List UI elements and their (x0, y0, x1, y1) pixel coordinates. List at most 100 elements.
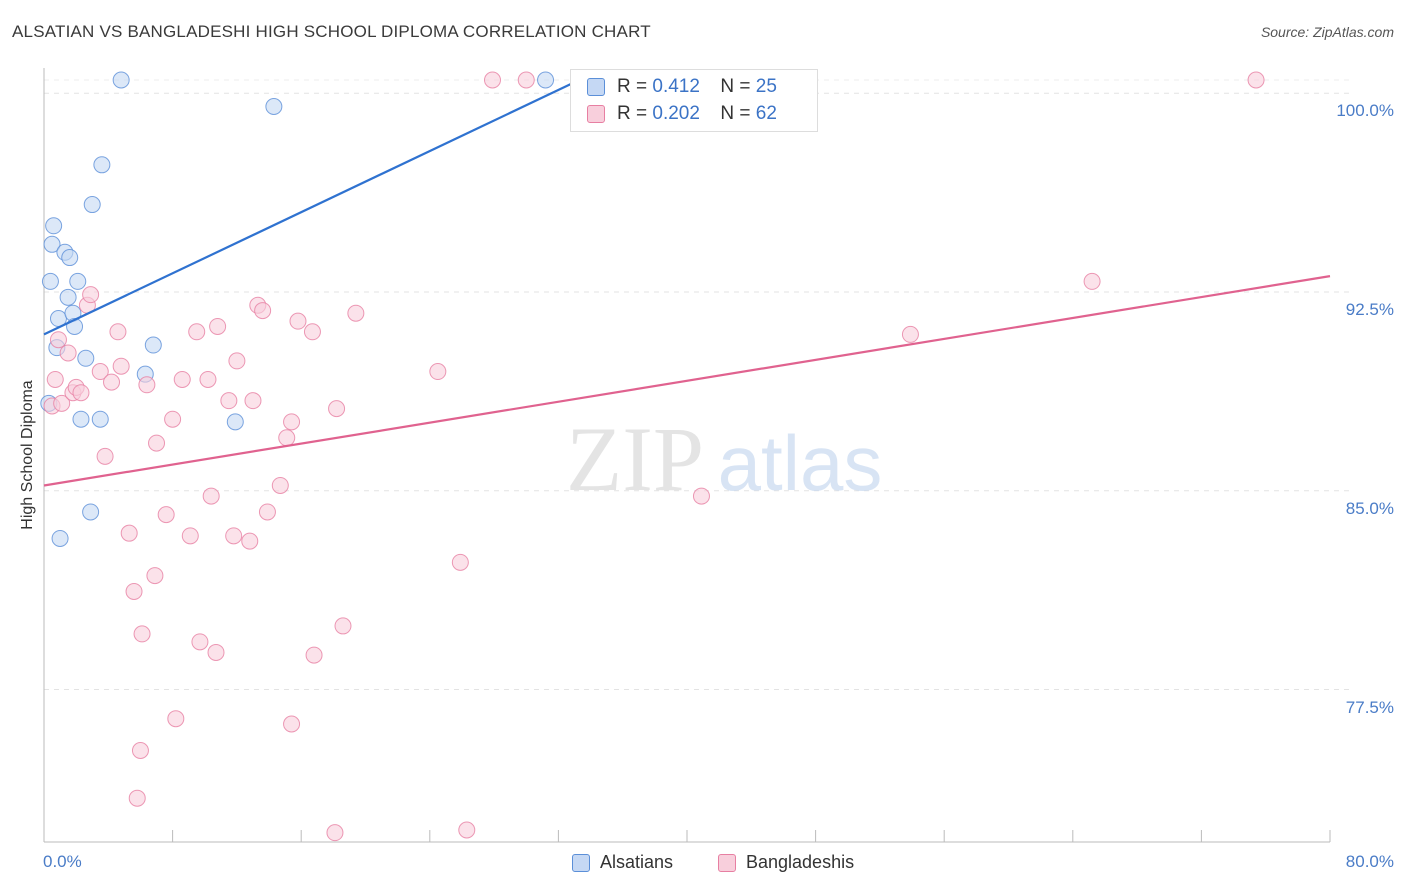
gridlines (44, 79, 1350, 691)
bangladeshis-point (59, 344, 77, 362)
alsatians-point (112, 71, 130, 89)
n-label: N = (720, 76, 751, 97)
bangladeshis-point (328, 400, 346, 418)
bangladeshis-point (109, 323, 127, 341)
r-value: 0.412 (652, 76, 700, 97)
alsatians-point (72, 410, 90, 428)
n-value: 62 (755, 103, 777, 124)
bangladeshis-point (181, 527, 199, 545)
y-tick-label: 77.5% (1345, 697, 1394, 717)
bangladeshis-point (148, 434, 166, 452)
bangladeshis-point (72, 384, 90, 402)
alsatians-swatch (587, 78, 605, 96)
bangladeshis-point (112, 357, 130, 375)
r-label: R = (617, 76, 648, 97)
alsatians-trend-line (43, 79, 580, 336)
series-alsatians (40, 71, 555, 547)
y-tick-label: 100.0% (1336, 101, 1394, 121)
bangladeshis-point (517, 71, 535, 89)
alsatians-point (69, 272, 87, 290)
bangladeshis-point (692, 487, 710, 505)
bangladeshis-point (128, 789, 146, 807)
alsatians-point (265, 98, 283, 116)
bangladeshis-point (103, 373, 121, 391)
bangladeshis-point (1247, 71, 1265, 89)
legend-item-bangladeshis[interactable]: Bangladeshis (718, 852, 854, 873)
bangladeshis-point (225, 527, 243, 545)
series-bangladeshis (43, 71, 1265, 842)
bangladeshis-point (254, 302, 272, 320)
alsatians-point (226, 413, 244, 431)
alsatians-point (82, 503, 100, 521)
bangladeshis-point (244, 392, 262, 410)
bangladeshis-point (1083, 272, 1101, 290)
y-tick-label: 92.5% (1345, 300, 1394, 319)
bangladeshis-point (53, 394, 71, 412)
alsatians-point (93, 156, 111, 174)
bangladeshis-point (96, 447, 114, 465)
series-layer (40, 71, 1331, 842)
bangladeshis-point (188, 323, 206, 341)
bangladeshis-point (220, 392, 238, 410)
bangladeshis-point (46, 370, 64, 388)
bangladeshis-point (125, 582, 143, 600)
legend-row-bangladeshis: R = 0.202 N = 62 (587, 102, 777, 126)
r-value: 0.202 (652, 103, 700, 124)
stats-legend: R = 0.412 N = 25 R = 0.202 N = 62 (570, 69, 818, 132)
bangladeshis-point (164, 410, 182, 428)
bangladeshis-point (91, 363, 109, 381)
source-label: Source: ZipAtlas.com (1260, 24, 1394, 40)
n-label: N = (720, 103, 751, 124)
bangladeshis-point (207, 643, 225, 661)
bangladeshis-trend-line (43, 275, 1331, 487)
bangladeshis-point (271, 476, 289, 494)
alsatians-point (59, 288, 77, 306)
bangladeshis-point (451, 553, 469, 571)
n-value: 25 (755, 76, 777, 97)
bangladeshis-point (131, 741, 149, 759)
bangladeshis-point (202, 487, 220, 505)
bangladeshis-point (429, 363, 447, 381)
bangladeshis-point (82, 286, 100, 304)
x-tick-label-max: 80.0% (1345, 852, 1394, 871)
bangladeshis-point (901, 325, 919, 343)
legend-item-alsatians[interactable]: Alsatians (572, 852, 673, 873)
bangladeshis-point (483, 71, 501, 89)
bangladeshis-point (157, 506, 175, 524)
bangladeshis-swatch (587, 105, 605, 123)
bangladeshis-point (167, 710, 185, 728)
bangladeshis-point (146, 567, 164, 585)
bangladeshis-point (334, 617, 352, 635)
bangladeshis-point (289, 312, 307, 330)
bangladeshis-point (191, 633, 209, 651)
x-tick-label-min: 0.0% (43, 852, 82, 871)
alsatians-swatch (572, 853, 590, 872)
alsatians-point (43, 235, 61, 253)
bangladeshis-point (303, 323, 321, 341)
axes (43, 68, 1331, 843)
alsatians-point (77, 349, 95, 367)
bangladeshis-swatch (718, 853, 736, 872)
bangladeshis-point (138, 376, 156, 394)
r-label: R = (617, 103, 648, 124)
alsatians-point (45, 217, 63, 235)
bangladeshis-point (458, 821, 476, 839)
alsatians-point (144, 336, 162, 354)
bangladeshis-point (283, 715, 301, 733)
alsatians-point (51, 529, 69, 547)
alsatians-point (91, 410, 109, 428)
bangladeshis-point (305, 646, 323, 664)
bangladeshis-point (120, 524, 138, 542)
bangladeshis-point (283, 413, 301, 431)
bangladeshis-point (326, 824, 344, 842)
alsatians-point (83, 196, 101, 214)
chart-title: ALSATIAN VS BANGLADESHI HIGH SCHOOL DIPL… (12, 22, 651, 41)
bangladeshis-point (347, 304, 365, 322)
bangladeshis-point (228, 352, 246, 370)
bangladeshis-point (173, 370, 191, 388)
bangladeshis-point (258, 503, 276, 521)
bangladeshis-point (49, 331, 67, 349)
bangladeshis-point (209, 317, 227, 335)
bangladeshis-point (241, 532, 259, 550)
